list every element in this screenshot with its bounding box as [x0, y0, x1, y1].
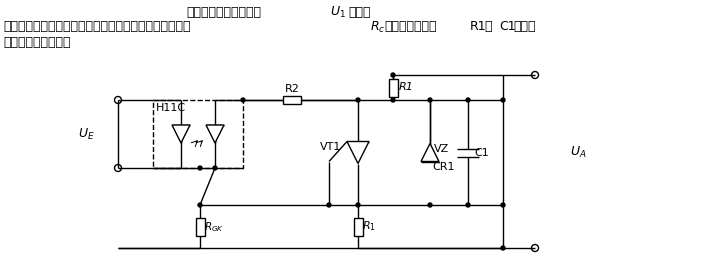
Polygon shape: [347, 142, 369, 164]
Text: 接通电源。电阻: 接通电源。电阻: [384, 20, 437, 33]
Text: R2: R2: [284, 84, 299, 94]
Text: R1: R1: [399, 82, 414, 92]
Circle shape: [198, 166, 202, 170]
Circle shape: [466, 98, 470, 102]
Circle shape: [501, 246, 505, 250]
Circle shape: [213, 166, 217, 170]
Text: H11C: H11C: [156, 103, 186, 113]
Circle shape: [241, 98, 245, 102]
Polygon shape: [421, 144, 439, 161]
Circle shape: [356, 203, 360, 207]
Text: $U_1$: $U_1$: [330, 5, 346, 20]
Text: $R_{GK}$: $R_{GK}$: [204, 220, 224, 234]
Circle shape: [391, 73, 395, 77]
Text: 和: 和: [484, 20, 491, 33]
Text: 用于改: 用于改: [513, 20, 536, 33]
Circle shape: [391, 98, 395, 102]
Circle shape: [428, 203, 432, 207]
Circle shape: [501, 203, 505, 207]
Text: C1: C1: [474, 148, 489, 157]
Text: 时，光: 时，光: [348, 6, 370, 19]
Bar: [195, 218, 205, 236]
Circle shape: [327, 203, 331, 207]
Text: $R_1$: $R_1$: [362, 220, 376, 233]
Text: VT1: VT1: [320, 142, 342, 152]
Circle shape: [356, 98, 360, 102]
Text: $R_c$: $R_c$: [370, 19, 385, 34]
Circle shape: [501, 98, 505, 102]
Text: VZ: VZ: [434, 144, 449, 153]
Text: CR1: CR1: [432, 161, 455, 171]
Text: $U_E$: $U_E$: [78, 126, 95, 142]
Text: 善晶闸管触发性能。: 善晶闸管触发性能。: [3, 37, 70, 50]
Text: $U_A$: $U_A$: [570, 145, 586, 160]
Polygon shape: [206, 125, 224, 143]
Text: 耦导通，并使单向品闸管门极有触发电压而导通，将负载: 耦导通，并使单向品闸管门极有触发电压而导通，将负载: [3, 20, 190, 33]
Bar: [283, 96, 301, 104]
Circle shape: [198, 203, 202, 207]
Text: C1: C1: [499, 20, 516, 33]
Polygon shape: [172, 125, 190, 143]
Bar: [389, 78, 397, 96]
Circle shape: [466, 203, 470, 207]
Text: 所示电路当有输入信号: 所示电路当有输入信号: [186, 6, 261, 19]
Text: R1: R1: [470, 20, 487, 33]
Bar: [354, 218, 362, 236]
Circle shape: [428, 98, 432, 102]
Bar: [153, 100, 243, 168]
